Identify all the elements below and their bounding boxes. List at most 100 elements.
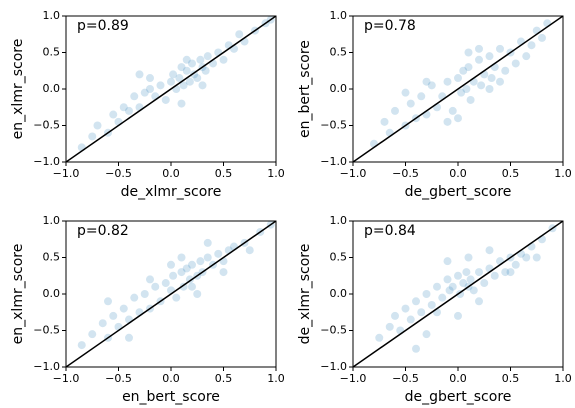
scatter-point: [501, 268, 510, 277]
scatter-point: [193, 74, 202, 83]
x-tick-label: 1.0: [267, 372, 285, 385]
diagonal: [66, 16, 276, 162]
scatter-point: [203, 238, 212, 247]
x-tick-label: 1.0: [267, 167, 285, 180]
scatter-point: [422, 77, 431, 86]
scatter-point: [167, 77, 175, 86]
y-tick-label: 0.5: [43, 251, 61, 264]
scatter-point: [466, 275, 475, 284]
y-axis-label: en_bert_score: [297, 40, 313, 138]
scatter-point: [169, 271, 178, 280]
scatter-point: [538, 33, 546, 42]
x-tick-label: 1.0: [554, 372, 572, 385]
scatter-point: [93, 121, 102, 130]
scatter-point: [203, 253, 212, 262]
scatter-point: [522, 52, 531, 61]
y-tick-label: −1.0: [320, 360, 347, 373]
scatter-point: [454, 114, 462, 123]
scatter-point: [182, 66, 191, 75]
y-tick-label: 0.5: [330, 251, 348, 264]
scatter-point: [119, 103, 128, 112]
scatter-point: [140, 88, 149, 97]
scatter-point: [464, 48, 473, 57]
scatter-point: [485, 246, 494, 255]
scatter-point: [385, 322, 394, 331]
scatter-point: [140, 290, 149, 298]
scatter-point: [485, 52, 494, 61]
scatter-point: [401, 88, 410, 97]
y-tick-label: −1.0: [320, 155, 347, 168]
scatter-point: [462, 85, 471, 93]
x-tick-label: 0.0: [162, 167, 180, 180]
scatter-point: [433, 282, 441, 291]
x-tick-label: 0.5: [215, 167, 233, 180]
x-tick-label: −1.0: [340, 372, 367, 385]
y-tick-label: 0.5: [330, 46, 348, 59]
scatter-point: [391, 106, 399, 115]
x-tick-label: 1.0: [554, 167, 572, 180]
scatter-point: [172, 293, 181, 302]
scatter-point: [522, 253, 531, 262]
scatter-point: [427, 300, 436, 309]
scatter-point: [179, 81, 188, 90]
x-tick-label: 0.0: [449, 167, 467, 180]
scatter-point: [380, 117, 389, 126]
scatter-point: [104, 297, 112, 306]
scatter-point: [459, 279, 468, 288]
scatter-point: [475, 268, 483, 277]
y-tick-label: 0.0: [43, 82, 61, 95]
annotation: p=0.82: [77, 223, 129, 239]
x-tick-label: −0.5: [105, 167, 132, 180]
scatter-point: [177, 253, 186, 262]
scatter-point: [88, 330, 97, 339]
x-tick-label: −1.0: [53, 167, 80, 180]
y-tick-label: 0.0: [330, 287, 348, 300]
scatter-point: [496, 77, 504, 86]
scatter-point: [130, 293, 139, 302]
scatter-point: [146, 74, 154, 83]
scatter-point: [490, 271, 499, 280]
scatter-point: [501, 66, 510, 75]
scatter-point: [203, 52, 212, 61]
scatter-point: [146, 85, 154, 93]
scatter-point: [161, 279, 170, 288]
x-axis-label: en_bert_score: [122, 389, 220, 405]
scatter-point: [219, 55, 228, 64]
scatter-point: [245, 246, 254, 255]
diagonal: [66, 221, 276, 367]
scatter-point: [464, 253, 473, 262]
y-tick-label: 1.0: [43, 214, 61, 227]
scatter-point: [417, 92, 426, 101]
scatter-point: [125, 106, 133, 115]
scatter-point: [125, 333, 133, 342]
y-tick-label: −0.5: [33, 324, 60, 337]
scatter-point: [496, 44, 504, 53]
scatter-point: [462, 268, 471, 277]
scatter-point: [130, 92, 139, 101]
x-tick-label: −1.0: [340, 167, 367, 180]
scatter-point: [454, 311, 462, 320]
x-tick-label: −1.0: [53, 372, 80, 385]
scatter-point: [193, 290, 202, 298]
x-tick-label: −0.5: [105, 372, 132, 385]
scatter-point: [119, 304, 128, 313]
scatter-point: [188, 59, 196, 68]
scatter-point: [198, 81, 207, 90]
scatter-point: [167, 260, 175, 269]
scatter-point: [511, 260, 520, 269]
scatter-point: [135, 70, 144, 79]
scatter-point: [443, 275, 452, 284]
x-tick-label: −0.5: [392, 372, 419, 385]
scatter-point: [375, 333, 384, 342]
scatter-point: [438, 293, 447, 302]
scatter-point: [464, 63, 473, 72]
scatter-point: [445, 286, 454, 295]
scatter-point: [188, 282, 196, 291]
scatter-point: [466, 95, 475, 104]
scatter-point: [480, 279, 489, 288]
y-tick-label: 0.0: [330, 82, 348, 95]
annotation: p=0.78: [364, 18, 416, 34]
scatter-point: [98, 319, 107, 328]
y-axis-label: en_xlmr_score: [10, 244, 26, 345]
scatter-point: [454, 271, 462, 280]
